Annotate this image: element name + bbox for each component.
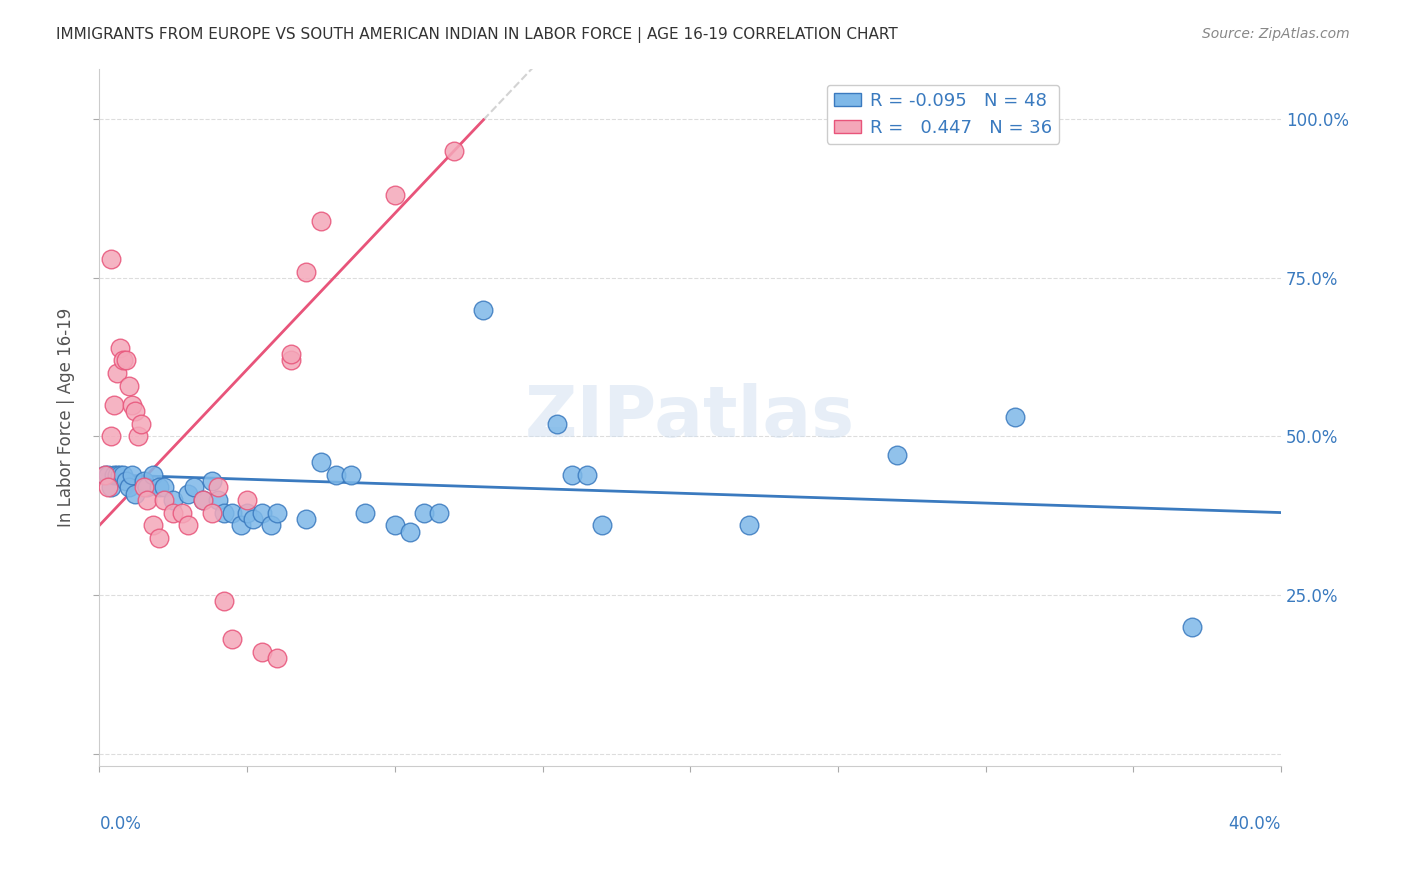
Point — [738, 518, 761, 533]
Point — [172, 506, 194, 520]
Point — [191, 492, 214, 507]
Point — [112, 353, 135, 368]
Point — [121, 398, 143, 412]
Point — [591, 518, 613, 533]
Point — [142, 518, 165, 533]
Point — [153, 480, 176, 494]
Point — [177, 518, 200, 533]
Point — [309, 213, 332, 227]
Point — [97, 480, 120, 494]
Point — [162, 492, 184, 507]
Point — [100, 429, 122, 443]
Text: IMMIGRANTS FROM EUROPE VS SOUTH AMERICAN INDIAN IN LABOR FORCE | AGE 16-19 CORRE: IMMIGRANTS FROM EUROPE VS SOUTH AMERICAN… — [56, 27, 898, 43]
Point — [266, 651, 288, 665]
Point — [201, 506, 224, 520]
Point — [212, 594, 235, 608]
Point — [280, 347, 302, 361]
Point — [135, 492, 157, 507]
Point — [242, 512, 264, 526]
Point — [132, 480, 155, 494]
Point — [177, 486, 200, 500]
Point — [384, 518, 406, 533]
Point — [142, 467, 165, 482]
Point — [118, 480, 141, 494]
Point — [108, 467, 131, 482]
Point — [250, 506, 273, 520]
Point — [127, 429, 149, 443]
Point — [1181, 620, 1204, 634]
Point — [115, 353, 138, 368]
Point — [886, 449, 908, 463]
Y-axis label: In Labor Force | Age 16-19: In Labor Force | Age 16-19 — [58, 308, 75, 527]
Point — [97, 467, 120, 482]
Point — [427, 506, 450, 520]
Point — [1004, 410, 1026, 425]
Point — [118, 378, 141, 392]
Point — [231, 518, 253, 533]
Point — [212, 506, 235, 520]
Point — [94, 467, 117, 482]
Point — [325, 467, 347, 482]
Point — [132, 474, 155, 488]
Point — [153, 492, 176, 507]
Point — [280, 353, 302, 368]
Point — [105, 366, 128, 380]
Text: ZIPatlas: ZIPatlas — [526, 383, 855, 452]
Point — [108, 341, 131, 355]
Point — [236, 492, 259, 507]
Point — [413, 506, 436, 520]
Legend: R = -0.095   N = 48, R =   0.447   N = 36: R = -0.095 N = 48, R = 0.447 N = 36 — [827, 85, 1059, 144]
Point — [183, 480, 205, 494]
Point — [207, 492, 229, 507]
Point — [112, 467, 135, 482]
Point — [260, 518, 283, 533]
Point — [221, 506, 243, 520]
Point — [398, 524, 420, 539]
Point — [309, 455, 332, 469]
Point — [124, 486, 146, 500]
Point — [339, 467, 361, 482]
Point — [561, 467, 583, 482]
Point — [191, 492, 214, 507]
Point — [103, 467, 125, 482]
Point — [103, 398, 125, 412]
Point — [236, 506, 259, 520]
Point — [201, 474, 224, 488]
Point — [472, 302, 495, 317]
Point — [295, 512, 318, 526]
Point — [129, 417, 152, 431]
Point — [384, 188, 406, 202]
Point — [94, 467, 117, 482]
Point — [354, 506, 377, 520]
Point — [546, 417, 568, 431]
Point — [135, 480, 157, 494]
Point — [295, 264, 318, 278]
Point — [575, 467, 598, 482]
Point — [115, 474, 138, 488]
Point — [105, 467, 128, 482]
Point — [100, 480, 122, 494]
Point — [124, 404, 146, 418]
Point — [250, 645, 273, 659]
Point — [162, 506, 184, 520]
Point — [100, 252, 122, 266]
Point — [148, 480, 170, 494]
Point — [121, 467, 143, 482]
Text: 40.0%: 40.0% — [1229, 815, 1281, 833]
Point — [266, 506, 288, 520]
Text: Source: ZipAtlas.com: Source: ZipAtlas.com — [1202, 27, 1350, 41]
Text: 0.0%: 0.0% — [100, 815, 142, 833]
Point — [221, 632, 243, 647]
Point — [443, 144, 465, 158]
Point — [148, 531, 170, 545]
Point — [207, 480, 229, 494]
